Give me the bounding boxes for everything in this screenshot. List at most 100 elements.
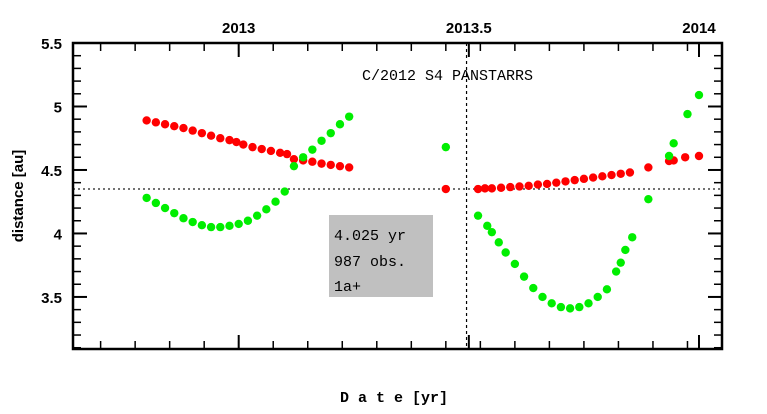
red-data-point (308, 157, 317, 166)
green-data-point (575, 302, 584, 312)
red-data-point (326, 160, 335, 170)
green-data-point (547, 299, 556, 308)
y-axis-label: distance [au] (10, 150, 27, 243)
red-data-point (142, 116, 151, 125)
red-data-point (317, 159, 326, 168)
red-data-point (473, 184, 483, 194)
red-data-point (561, 177, 570, 186)
red-data-point (588, 173, 598, 182)
green-data-point (179, 214, 188, 223)
green-data-point (694, 90, 704, 100)
red-data-point (289, 154, 299, 164)
red-data-point (282, 149, 292, 159)
green-data-point (234, 219, 243, 229)
red-data-point (644, 163, 653, 172)
green-data-point (289, 161, 299, 171)
green-data-point (344, 112, 354, 121)
red-data-point (275, 148, 285, 158)
red-data-point (552, 178, 561, 187)
green-data-point (317, 136, 326, 145)
reference-lines (73, 43, 722, 349)
green-data-point (188, 217, 197, 227)
green-data-point (683, 109, 692, 119)
x-tick-label: 2013.5 (446, 20, 492, 37)
red-data-point (487, 184, 497, 193)
green-data-point (271, 197, 280, 206)
red-data-point (239, 140, 248, 149)
green-data-point (487, 227, 497, 237)
green-data-point (602, 285, 612, 294)
red-data-point (616, 169, 625, 178)
green-data-point (593, 292, 602, 302)
data-points (142, 90, 704, 313)
green-data-point (197, 221, 207, 230)
red-data-point (225, 135, 234, 145)
green-data-point (529, 283, 538, 293)
info-orbit-quality: 1a+ (334, 279, 361, 296)
green-data-point (494, 238, 503, 247)
red-data-point (607, 170, 616, 180)
x-tick-label: 2014 (682, 20, 716, 37)
green-data-point (243, 216, 253, 225)
y-tick-label: 4 (54, 226, 63, 243)
red-data-point (524, 181, 533, 191)
red-data-point (257, 144, 266, 154)
red-data-point (496, 183, 506, 192)
green-data-point (621, 245, 630, 255)
comet-name-annotation: C/2012 S4 PANSTARRS (362, 68, 533, 85)
info-arc-length: 4.025 yr (334, 228, 406, 245)
red-data-point (542, 179, 552, 189)
green-data-point (441, 142, 451, 152)
red-data-point (335, 161, 345, 171)
green-data-point (142, 193, 151, 203)
x-axis-label: D a t e [yr] (340, 390, 448, 407)
red-data-point (160, 120, 170, 129)
y-tick-labels: 3.5 4 4.5 5 5.5 (41, 36, 63, 307)
green-data-point (669, 139, 678, 148)
red-data-point (248, 142, 257, 152)
green-data-point (473, 211, 483, 220)
green-data-point (160, 203, 170, 213)
y-tick-label: 5.5 (41, 36, 62, 53)
red-data-point (441, 184, 451, 194)
green-data-point (584, 299, 593, 308)
green-data-point (298, 153, 308, 162)
red-data-point (570, 175, 579, 185)
red-data-point (197, 128, 207, 138)
green-data-point (216, 222, 225, 232)
green-data-point (206, 222, 216, 232)
green-data-point (644, 194, 653, 204)
x-tick-label: 2013 (222, 20, 255, 37)
green-data-point (611, 267, 621, 276)
info-box: 4.025 yr 987 obs. 1a+ (329, 215, 433, 297)
red-data-point (188, 126, 197, 135)
x-tick-labels: 2013 2013.5 2014 (222, 20, 716, 37)
info-observation-count: 987 obs. (334, 254, 406, 271)
green-data-point (308, 145, 317, 154)
green-data-point (151, 198, 161, 208)
red-data-point (216, 134, 225, 143)
y-tick-label: 5 (54, 99, 62, 116)
green-data-point (556, 302, 566, 312)
red-data-point (232, 137, 241, 147)
green-data-point (170, 208, 179, 218)
red-data-point (680, 153, 690, 162)
green-data-point (664, 151, 674, 161)
green-data-point (280, 187, 289, 196)
plot-frame (71, 41, 724, 351)
red-data-point (515, 182, 524, 191)
green-data-point (565, 304, 575, 313)
red-data-point (480, 184, 490, 193)
red-data-point (266, 146, 276, 156)
red-data-point (598, 172, 607, 181)
green-data-point (519, 272, 529, 281)
green-data-point (628, 233, 637, 242)
green-data-point (262, 205, 271, 214)
red-data-point (579, 174, 589, 184)
green-data-point (252, 211, 262, 220)
green-data-point (326, 128, 335, 138)
axis-ticks (73, 42, 722, 349)
green-data-point (616, 258, 625, 267)
y-tick-label: 4.5 (41, 163, 62, 180)
